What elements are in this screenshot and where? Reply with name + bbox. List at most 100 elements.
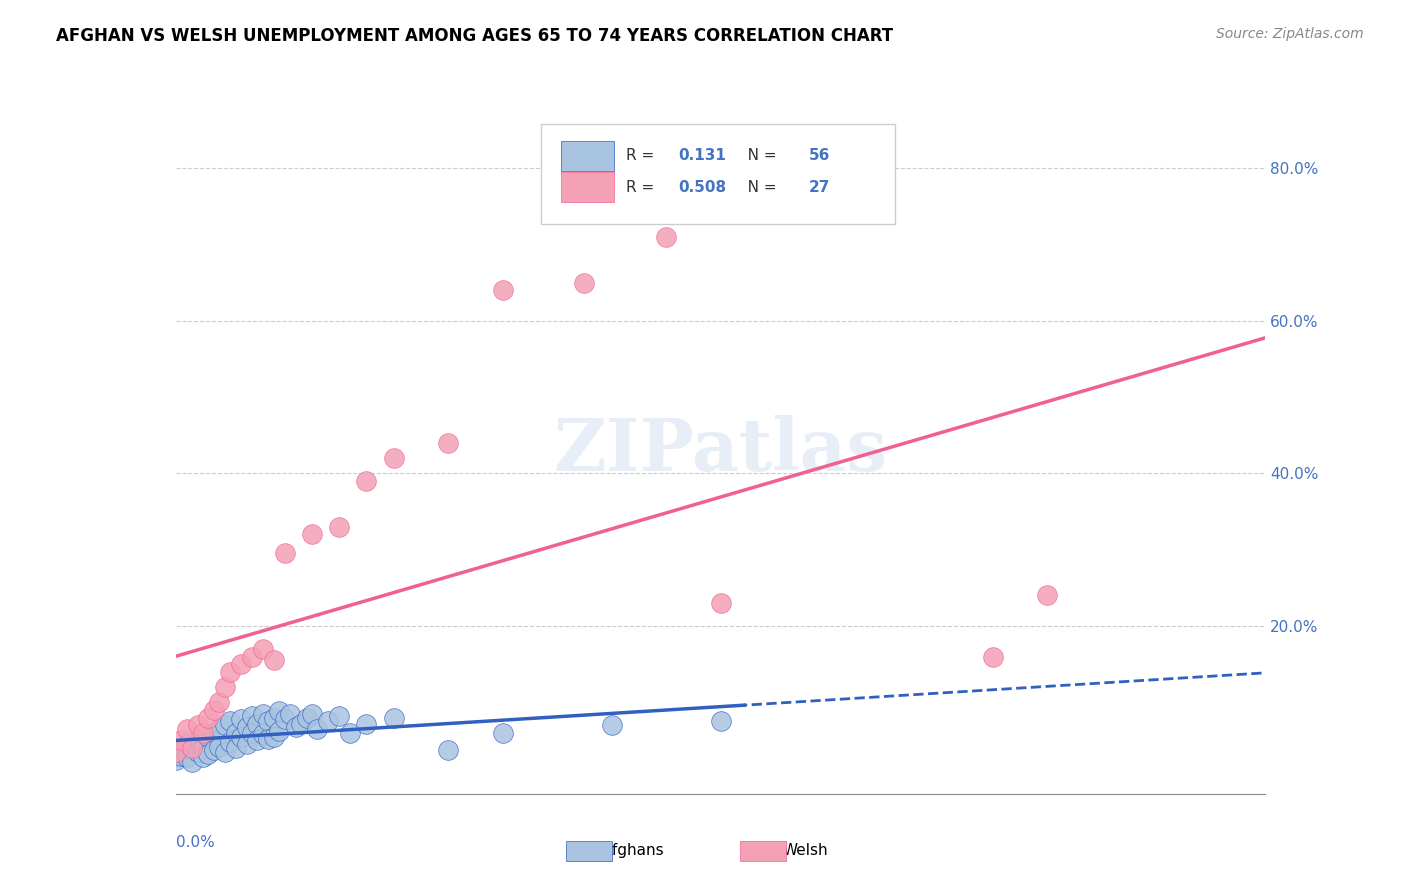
Point xyxy=(225,726,247,740)
Point xyxy=(176,722,198,736)
Point xyxy=(574,276,596,290)
Point xyxy=(655,229,678,244)
Point xyxy=(252,727,274,741)
Point xyxy=(165,745,187,759)
Point xyxy=(257,714,280,729)
Point xyxy=(191,726,214,740)
Point xyxy=(231,657,253,672)
Point xyxy=(981,649,1004,664)
Point xyxy=(274,712,297,726)
Point xyxy=(240,649,263,664)
Point xyxy=(219,735,242,749)
Point xyxy=(176,737,198,751)
Point xyxy=(202,726,225,740)
Point xyxy=(208,695,231,709)
Point xyxy=(170,741,193,756)
Point xyxy=(170,733,193,747)
Point xyxy=(492,726,515,740)
Point xyxy=(219,665,242,679)
Point xyxy=(301,706,323,721)
Point xyxy=(356,474,378,488)
Point xyxy=(257,731,280,746)
Text: 0.508: 0.508 xyxy=(678,180,727,194)
Point xyxy=(252,641,274,656)
Point xyxy=(328,520,350,534)
Point xyxy=(290,716,312,731)
Point xyxy=(437,742,460,756)
Point xyxy=(246,716,269,731)
Point xyxy=(246,733,269,747)
Point xyxy=(214,745,236,759)
Text: R =: R = xyxy=(626,180,659,194)
Point xyxy=(214,680,236,694)
Point xyxy=(186,733,209,747)
Point xyxy=(165,753,187,767)
Point xyxy=(437,435,460,450)
Point xyxy=(382,451,405,466)
Point xyxy=(492,283,515,297)
Text: N =: N = xyxy=(733,180,782,194)
Point xyxy=(235,737,257,751)
Point xyxy=(170,748,193,763)
Point xyxy=(301,527,323,541)
Point xyxy=(382,710,405,724)
Point xyxy=(202,742,225,756)
Point xyxy=(186,718,209,732)
Point xyxy=(197,747,219,762)
Point xyxy=(339,726,361,740)
Point xyxy=(318,714,340,729)
Point xyxy=(263,730,285,744)
Text: AFGHAN VS WELSH UNEMPLOYMENT AMONG AGES 65 TO 74 YEARS CORRELATION CHART: AFGHAN VS WELSH UNEMPLOYMENT AMONG AGES … xyxy=(56,27,893,45)
Text: ZIPatlas: ZIPatlas xyxy=(554,415,887,486)
Point xyxy=(197,730,219,744)
Point xyxy=(269,724,291,739)
Text: Welsh: Welsh xyxy=(783,843,828,858)
Point xyxy=(269,705,291,719)
Point xyxy=(600,718,623,732)
Point xyxy=(240,709,263,723)
Point xyxy=(202,703,225,717)
Point xyxy=(710,714,733,729)
Point xyxy=(208,739,231,754)
Text: N =: N = xyxy=(733,148,782,163)
Text: Afghans: Afghans xyxy=(603,843,664,858)
Text: 0.131: 0.131 xyxy=(678,148,725,163)
Point xyxy=(263,710,285,724)
FancyBboxPatch shape xyxy=(565,840,612,861)
Point xyxy=(278,706,301,721)
Point xyxy=(191,750,214,764)
Point xyxy=(356,716,378,731)
FancyBboxPatch shape xyxy=(561,171,614,202)
Point xyxy=(165,748,187,763)
Point xyxy=(295,710,318,724)
Point xyxy=(197,710,219,724)
Text: Source: ZipAtlas.com: Source: ZipAtlas.com xyxy=(1216,27,1364,41)
Point xyxy=(208,722,231,736)
Point xyxy=(328,709,350,723)
Point xyxy=(186,745,209,759)
FancyBboxPatch shape xyxy=(541,124,896,224)
FancyBboxPatch shape xyxy=(740,840,786,861)
Text: 27: 27 xyxy=(808,180,830,194)
Point xyxy=(235,720,257,734)
Point xyxy=(181,755,204,769)
Point xyxy=(214,718,236,732)
Point xyxy=(225,741,247,756)
FancyBboxPatch shape xyxy=(561,141,614,171)
Point xyxy=(263,653,285,667)
Point xyxy=(252,706,274,721)
Point xyxy=(181,741,204,756)
Point xyxy=(1036,589,1059,603)
Point xyxy=(219,714,242,729)
Point xyxy=(274,546,297,561)
Point xyxy=(307,722,329,736)
Point xyxy=(176,750,198,764)
Point xyxy=(191,741,214,756)
Point xyxy=(231,712,253,726)
Point xyxy=(284,720,307,734)
Point xyxy=(710,596,733,610)
Point xyxy=(231,730,253,744)
Text: R =: R = xyxy=(626,148,664,163)
Point xyxy=(181,742,204,756)
Text: 0.0%: 0.0% xyxy=(176,835,215,850)
